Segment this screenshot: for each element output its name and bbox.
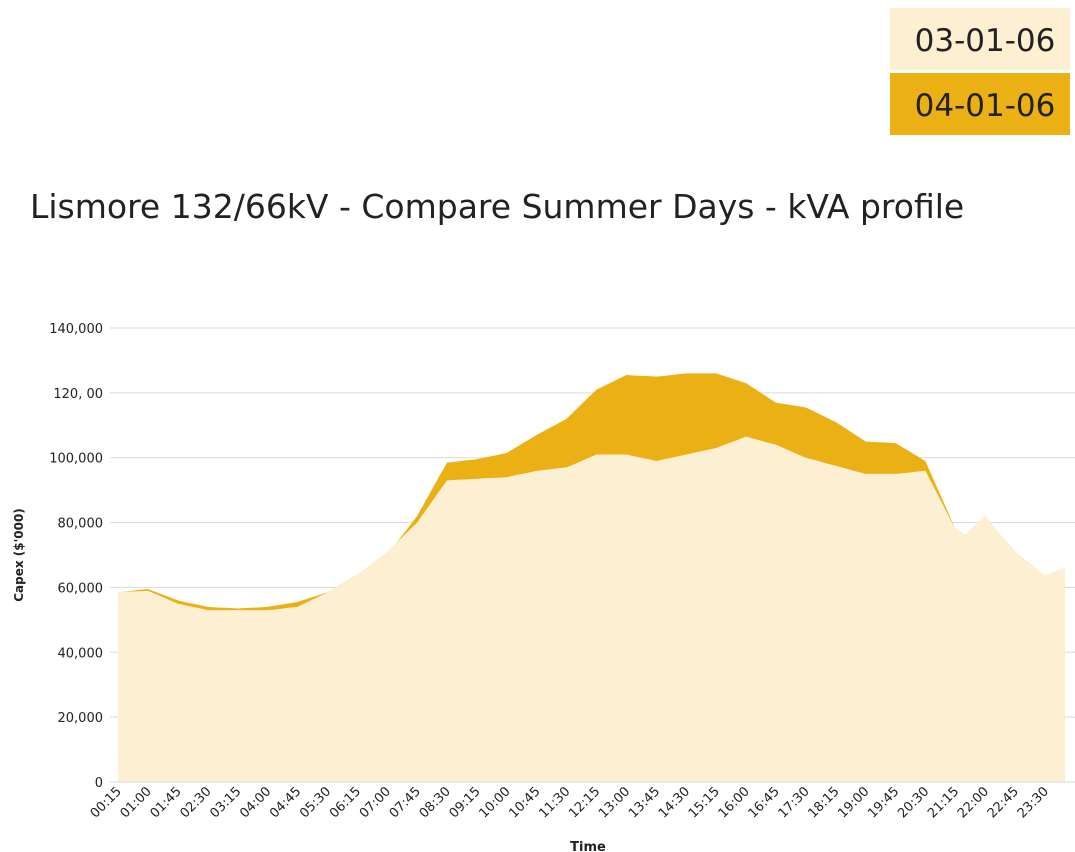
x-tick-label: 06:15: [327, 784, 364, 821]
x-tick-label: 19:00: [835, 784, 872, 821]
y-tick-label: 140,000: [49, 322, 103, 337]
x-tick-label: 15:15: [686, 784, 723, 821]
x-tick-label: 19:45: [865, 784, 902, 821]
x-tick-label: 16:00: [716, 784, 753, 821]
legend-label: 03-01-06: [915, 23, 1056, 59]
x-tick-label: 13:45: [626, 784, 663, 821]
x-tick-label: 18:15: [805, 784, 842, 821]
y-tick-label: 40,000: [58, 646, 104, 661]
y-tick-label: 20,000: [58, 711, 104, 726]
x-tick-label: 07:00: [357, 784, 394, 821]
x-tick-label: 00:15: [88, 784, 125, 821]
x-tick-label: 01:45: [148, 784, 185, 821]
x-tick-label: 12:15: [566, 784, 603, 821]
y-tick-label: 120, 00: [53, 387, 103, 402]
y-axis-label: Capex ($'000): [12, 508, 26, 602]
x-tick-label: 09:15: [447, 784, 484, 821]
x-tick-label: 05:30: [297, 784, 334, 821]
x-tick-label: 16:45: [746, 784, 783, 821]
x-tick-label: 13:00: [596, 784, 633, 821]
chart-title: Lismore 132/66kV - Compare Summer Days -…: [30, 187, 964, 226]
legend-label: 04-01-06: [915, 88, 1056, 124]
y-tick-label: 0: [95, 776, 103, 791]
x-tick-label: 07:45: [387, 784, 424, 821]
x-tick-label: 20:30: [895, 784, 932, 821]
x-tick-label: 08:30: [417, 784, 454, 821]
x-tick-label: 10:00: [476, 784, 513, 821]
x-tick-label: 03:15: [207, 784, 244, 821]
x-tick-label: 04:45: [267, 784, 304, 821]
legend-swatch: [890, 8, 1070, 70]
x-tick-label: 23:30: [1015, 784, 1052, 821]
legend-swatch: [890, 73, 1070, 135]
x-tick-label: 22:45: [985, 784, 1022, 821]
x-tick-label: 02:30: [177, 784, 214, 821]
x-tick-label: 14:30: [656, 784, 693, 821]
x-tick-label: 22:00: [955, 784, 992, 821]
x-axis-label: Time: [570, 840, 606, 852]
x-tick-label: 17:30: [776, 784, 813, 821]
y-tick-label: 100,000: [49, 452, 103, 467]
x-tick-label: 04:00: [237, 784, 274, 821]
x-tick-label: 11:30: [536, 784, 573, 821]
x-tick-label: 10:45: [506, 784, 543, 821]
area: [118, 436, 1065, 782]
y-tick-label: 60,000: [58, 581, 104, 596]
x-tick-label: 01:00: [118, 784, 155, 821]
y-tick-label: 80,000: [58, 517, 104, 532]
x-tick-label: 21:15: [925, 784, 962, 821]
